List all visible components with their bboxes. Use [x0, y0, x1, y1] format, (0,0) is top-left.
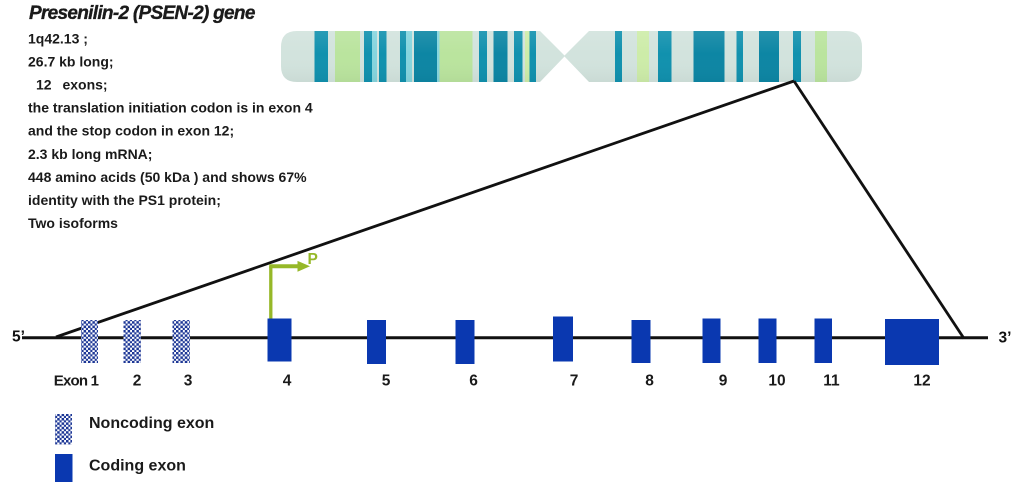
svg-text:5: 5	[382, 373, 391, 390]
svg-text:P: P	[308, 251, 318, 268]
svg-text:3: 3	[184, 373, 193, 390]
svg-text:Noncoding exon: Noncoding exon	[89, 415, 214, 432]
svg-text:10: 10	[768, 373, 785, 390]
svg-text:3’: 3’	[999, 330, 1012, 347]
svg-text:7: 7	[570, 373, 579, 390]
svg-text:Presenilin-2 (PSEN-2) gene: Presenilin-2 (PSEN-2) gene	[29, 3, 256, 24]
svg-text:12: 12	[913, 373, 930, 390]
svg-text:5’: 5’	[12, 329, 25, 346]
svg-text:448 amino acids (50 kDa ) and: 448 amino acids (50 kDa ) and shows 67%	[28, 169, 307, 185]
svg-text:and the stop codon in exon 12;: and the stop codon in exon 12;	[28, 123, 234, 139]
svg-text:4: 4	[283, 373, 292, 390]
svg-text:2.3 kb long mRNA;: 2.3 kb long mRNA;	[28, 146, 152, 162]
svg-text:11: 11	[823, 373, 840, 390]
svg-text:Coding exon: Coding exon	[89, 458, 186, 475]
svg-text:9: 9	[719, 373, 728, 390]
svg-text:26.7 kb long;: 26.7 kb long;	[28, 53, 114, 69]
svg-text:1q42.13 ;: 1q42.13 ;	[28, 30, 88, 46]
svg-text:identity with the PS1 protein;: identity with the PS1 protein;	[28, 192, 221, 208]
svg-text:Exon 1: Exon 1	[54, 373, 99, 390]
svg-text:the translation initiation cod: the translation initiation codon is in e…	[28, 100, 313, 116]
svg-text:8: 8	[645, 373, 654, 390]
svg-text:6: 6	[469, 373, 478, 390]
svg-text:12 exons;: 12 exons;	[36, 77, 108, 93]
svg-text:2: 2	[133, 373, 142, 390]
svg-text:Two isoforms: Two isoforms	[28, 215, 118, 231]
